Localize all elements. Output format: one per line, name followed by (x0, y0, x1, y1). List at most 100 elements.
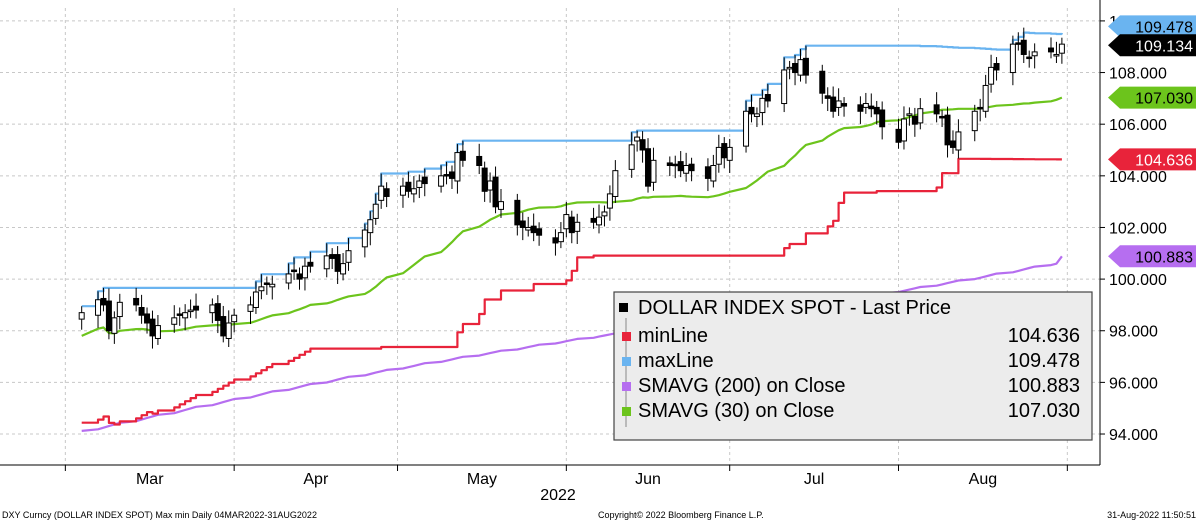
candle-body (830, 96, 837, 112)
candle-body (601, 211, 608, 217)
max-line (81, 31, 1063, 308)
candle-body (574, 221, 581, 232)
legend-header: DOLLAR INDEX SPOT - Last Price (638, 297, 951, 319)
candle-body (688, 163, 695, 172)
candle-body (792, 63, 799, 74)
candle-body (781, 69, 788, 105)
candle-body (95, 299, 102, 316)
legend-item-value: 100.883 (1008, 375, 1080, 397)
legend-item-label: minLine (638, 325, 708, 347)
candle-body (78, 312, 85, 320)
candle-body (214, 303, 221, 321)
candle-body (525, 226, 532, 231)
candle-body (448, 171, 455, 179)
legend-item-value: 109.478 (1008, 350, 1080, 372)
value-tag-box (1108, 15, 1196, 38)
candle-body (666, 162, 673, 166)
candle-body (443, 174, 450, 177)
candle-body (606, 193, 613, 209)
legend-item-value: 107.030 (1008, 400, 1080, 422)
footer-copyright: Copyright© 2022 Bloomberg Finance L.P. (598, 510, 764, 520)
candle-body (291, 269, 298, 273)
candle-body (786, 66, 793, 70)
candle-body (944, 114, 951, 146)
candle-body (906, 113, 913, 116)
candle-body (879, 109, 886, 128)
candle-body (993, 63, 1000, 71)
candle-body (721, 143, 728, 159)
candle-body (650, 159, 657, 183)
candle-body (612, 170, 619, 197)
y-tick-label: 94.000 (1109, 427, 1158, 444)
candle-body (1058, 43, 1065, 54)
candle-body (552, 237, 559, 244)
candle-body (459, 150, 466, 161)
candle-body (100, 297, 107, 306)
candle-body (225, 322, 232, 339)
candle-body (487, 180, 494, 191)
candle-body (193, 305, 200, 311)
value-tag-label: 109.478 (1135, 19, 1193, 36)
candle-body (764, 93, 771, 102)
candle-body (977, 106, 984, 110)
candle-body (182, 312, 189, 319)
sma200-line (81, 255, 1063, 432)
value-tag-label: 107.030 (1135, 91, 1193, 108)
legend-swatch-price (619, 303, 628, 312)
candle-body (476, 155, 483, 166)
candle-body (536, 228, 543, 236)
candle-body (1047, 47, 1054, 53)
candle-body (743, 110, 750, 147)
candle-body (982, 84, 989, 112)
candle-body (868, 105, 875, 110)
candle-body (144, 313, 151, 324)
candle-body (209, 304, 216, 314)
y-tick-label: 102.000 (1109, 220, 1167, 237)
candle-body (323, 255, 330, 270)
candle-body (231, 314, 238, 323)
footer: DXY Curncy (DOLLAR INDEX SPOT) Max min D… (0, 508, 1200, 523)
candle-body (819, 70, 826, 94)
candle-body (590, 217, 597, 223)
x-tick-label: May (467, 471, 497, 488)
candle-body (497, 201, 504, 210)
footer-source: DXY Curncy (DOLLAR INDEX SPOT) Max min D… (2, 510, 317, 520)
value-tag-box (1108, 245, 1196, 268)
candle-body (252, 291, 259, 309)
candle-body (263, 282, 270, 285)
candle-body (917, 108, 924, 124)
candle-body (378, 185, 385, 201)
candle-body (677, 161, 684, 172)
candle-body (111, 317, 118, 334)
dxy-price-chart: 94.00096.00098.000100.000102.000104.0001… (0, 0, 1196, 504)
candle-body (301, 265, 308, 279)
candle-body (753, 113, 760, 117)
candle-body (971, 110, 978, 132)
candle-body (171, 317, 178, 325)
min-line (81, 157, 1062, 426)
x-tick-label: Jul (804, 471, 824, 488)
candle-body (481, 167, 488, 192)
legend[interactable]: DOLLAR INDEX SPOT - Last Price minLine 104… (613, 291, 1093, 441)
legend-item-value: 104.636 (1008, 325, 1080, 347)
candle-body (933, 104, 940, 115)
candle-body (149, 318, 156, 337)
value-tag-label: 104.636 (1135, 152, 1193, 169)
candle-body (345, 250, 352, 263)
value-tag-box (1108, 148, 1196, 171)
candle-body (988, 66, 995, 85)
y-tick-label: 106.000 (1109, 117, 1167, 134)
candle-body (133, 297, 140, 306)
y-tick-label: 96.000 (1109, 375, 1158, 392)
candle-body (715, 146, 722, 165)
candle-body (1020, 39, 1027, 55)
candle-body (672, 163, 679, 167)
legend-item-label: maxLine (638, 350, 714, 372)
candle-body (955, 131, 962, 151)
candle-body (438, 175, 445, 187)
footer-timestamp: 31-Aug-2022 11:50:51 (1107, 510, 1196, 520)
candle-body (519, 220, 526, 228)
candle-body (900, 118, 907, 142)
candle-body (247, 304, 254, 312)
